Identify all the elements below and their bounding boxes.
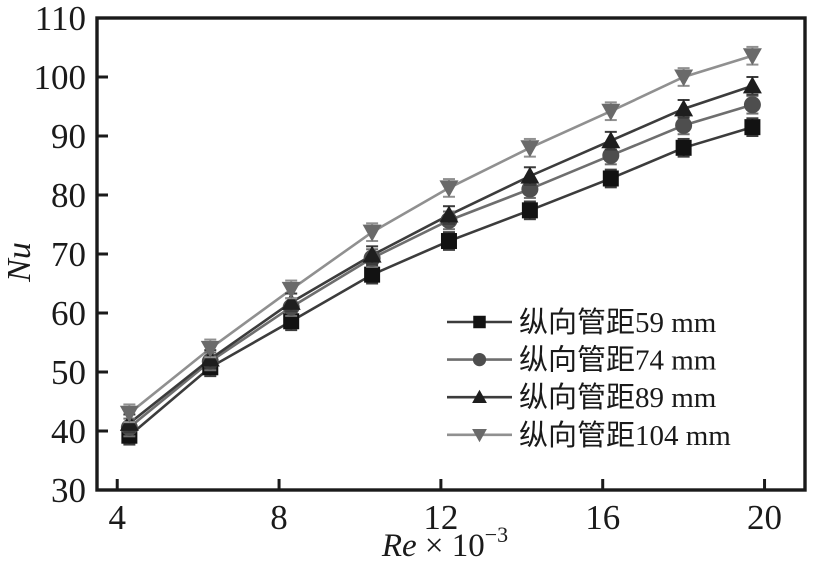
- series-3-marker: [742, 48, 762, 66]
- y-axis-label: Nu: [1, 242, 38, 283]
- y-tick-label: 50: [51, 353, 86, 392]
- series-1-marker: [602, 146, 620, 164]
- legend-marker-0: [473, 315, 486, 329]
- y-tick-label: 80: [51, 176, 86, 215]
- series-0-marker: [521, 202, 538, 219]
- series-3-marker: [674, 69, 694, 87]
- y-tick-label: 60: [51, 294, 86, 333]
- series-0-marker: [602, 170, 619, 187]
- series-3-marker: [200, 340, 220, 358]
- series-line-1: [128, 103, 753, 429]
- series-2-marker: [520, 166, 540, 184]
- series-3-marker: [281, 281, 301, 299]
- y-tick-label: 110: [35, 0, 86, 38]
- series-2-marker: [281, 292, 301, 310]
- legend-marker-2: [472, 389, 487, 404]
- series-2-marker: [674, 99, 694, 117]
- series-0-marker: [675, 139, 692, 156]
- series-2-marker: [742, 76, 762, 94]
- legend-marker-3: [472, 428, 487, 443]
- series-0-marker: [283, 313, 300, 330]
- y-tick-label: 40: [51, 412, 86, 451]
- legend-label-2: 纵向管距89 mm: [519, 381, 717, 414]
- legend-label-1: 纵向管距74 mm: [519, 344, 717, 377]
- series-1-marker: [743, 96, 761, 114]
- y-tick-label: 70: [51, 235, 86, 274]
- x-tick-label: 16: [585, 498, 620, 537]
- series-3-marker: [362, 224, 382, 242]
- series-1-marker: [675, 116, 693, 134]
- y-tick-label: 100: [34, 58, 87, 97]
- series-3-marker: [439, 180, 459, 198]
- series-2-marker: [362, 245, 382, 263]
- series-0-marker: [364, 266, 381, 283]
- series-0-marker: [440, 233, 457, 250]
- series-3-marker: [520, 140, 540, 158]
- y-tick-label: 90: [51, 117, 86, 156]
- x-tick-label: 20: [747, 498, 782, 537]
- series-2-marker: [601, 131, 621, 149]
- x-tick-label: 12: [423, 498, 458, 537]
- series-3-marker: [601, 103, 621, 121]
- legend-marker-1: [472, 352, 487, 367]
- x-tick-label: 4: [108, 498, 126, 537]
- y-tick-label: 30: [51, 471, 86, 510]
- x-axis-label: Re × 10−3: [381, 522, 508, 563]
- x-tick-label: 8: [270, 498, 288, 537]
- series-3-marker: [119, 405, 139, 423]
- series-0-marker: [744, 119, 761, 136]
- series-2-marker: [439, 205, 459, 223]
- legend-label-0: 纵向管距59 mm: [519, 306, 717, 339]
- legend-label-3: 纵向管距104 mm: [519, 419, 731, 452]
